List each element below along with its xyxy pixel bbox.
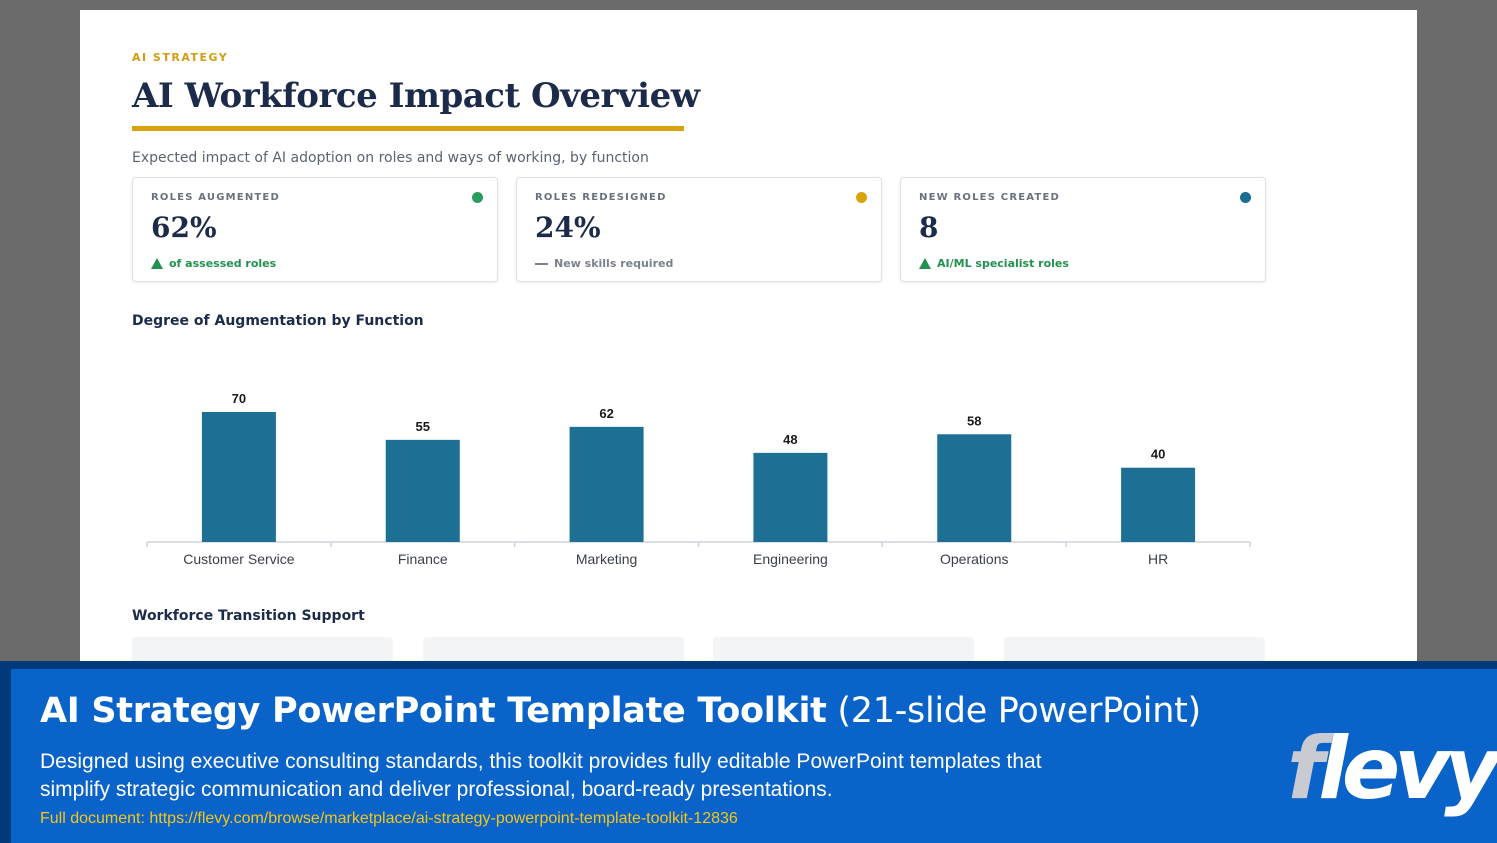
title-underline: [132, 126, 684, 131]
support-card: [423, 637, 684, 663]
slide-title: AI Workforce Impact Overview: [132, 76, 700, 116]
kpi-card-roles-redesigned: ROLES REDESIGNED 24% New skills required: [516, 177, 882, 282]
slide-eyebrow: AI STRATEGY: [132, 51, 229, 64]
banner-title-main: AI Strategy PowerPoint Template Toolkit: [40, 691, 827, 731]
kpi-note-text: AI/ML specialist roles: [937, 257, 1069, 270]
support-card: [1004, 637, 1265, 663]
x-tick-label: HR: [1148, 551, 1168, 567]
banner-document-link[interactable]: Full document: https://flevy.com/browse/…: [40, 810, 738, 827]
x-tick-label: Customer Service: [183, 551, 294, 567]
status-dot-icon: [856, 192, 867, 203]
kpi-value: 8: [919, 211, 939, 244]
bar-data-label: 58: [967, 413, 981, 428]
bar-data-label: 62: [599, 406, 613, 421]
kpi-note: AI/ML specialist roles: [919, 257, 1069, 270]
chart-section-title: Degree of Augmentation by Function: [132, 313, 424, 329]
bar-data-label: 48: [783, 432, 797, 447]
bar-customer-service: [201, 412, 276, 542]
bar-operations: [937, 434, 1012, 542]
kpi-note: New skills required: [535, 257, 673, 270]
x-tick-label: Finance: [398, 551, 448, 567]
slide-subtitle: Expected impact of AI adoption on roles …: [132, 150, 649, 166]
slide: AI STRATEGY AI Workforce Impact Overview…: [80, 10, 1417, 663]
x-tick-label: Operations: [940, 551, 1008, 567]
bar-finance: [385, 439, 460, 542]
banner-title: AI Strategy PowerPoint Template Toolkit …: [40, 691, 1201, 731]
trend-up-icon: [151, 258, 163, 269]
banner-description: Designed using executive consulting stan…: [40, 750, 1042, 801]
x-tick-label: Marketing: [576, 551, 637, 567]
kpi-card-roles-augmented: ROLES AUGMENTED 62% of assessed roles: [132, 177, 498, 282]
kpi-card-new-roles: NEW ROLES CREATED 8 AI/ML specialist rol…: [900, 177, 1266, 282]
bar-marketing: [569, 426, 644, 542]
kpi-note-text: New skills required: [554, 257, 674, 270]
bar-data-label: 55: [416, 419, 430, 434]
x-tick-label: Engineering: [753, 551, 828, 567]
status-dot-icon: [472, 192, 483, 203]
bar-hr: [1121, 467, 1196, 542]
bar-data-label: 40: [1151, 447, 1165, 462]
bar-engineering: [753, 452, 828, 542]
support-card: [132, 637, 393, 663]
trend-flat-icon: [535, 262, 548, 265]
status-dot-icon: [1240, 192, 1251, 203]
augmentation-bar-chart: 70 Customer Service 55 Finance 62 Marketing 48…: [146, 391, 1251, 567]
kpi-note-text: of assessed roles: [169, 257, 277, 270]
kpi-value: 24%: [535, 211, 601, 244]
promo-banner-body: AI Strategy PowerPoint Template Toolkit …: [11, 669, 1497, 843]
support-card: [713, 637, 974, 663]
banner-title-suffix: (21-slide PowerPoint): [837, 691, 1201, 731]
trend-up-icon: [919, 258, 931, 269]
bar-data-label: 70: [232, 391, 246, 406]
kpi-label: ROLES AUGMENTED: [151, 192, 280, 203]
kpi-note: of assessed roles: [151, 257, 276, 270]
kpi-label: NEW ROLES CREATED: [919, 192, 1060, 203]
promo-banner: AI Strategy PowerPoint Template Toolkit …: [0, 661, 1497, 843]
kpi-label: ROLES REDESIGNED: [535, 192, 667, 203]
kpi-value: 62%: [151, 211, 217, 244]
flevy-logo: flevy: [1287, 719, 1497, 819]
support-section-title: Workforce Transition Support: [132, 608, 365, 624]
